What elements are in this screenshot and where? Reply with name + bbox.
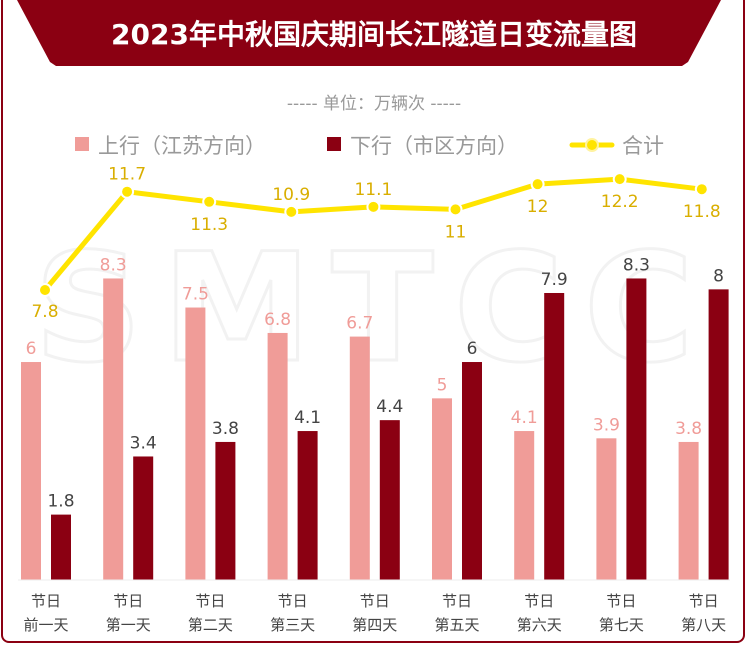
total-label: 11.7 (108, 165, 146, 185)
bar-down-label: 3.8 (212, 419, 239, 439)
chart-subtitle: ----- 单位：万辆次 ----- (287, 94, 461, 114)
total-point (366, 199, 381, 214)
total-label: 10.9 (272, 185, 310, 205)
bar-down (708, 289, 729, 580)
bar-up-label: 6.7 (346, 314, 373, 334)
bar-up-label: 3.9 (593, 415, 620, 435)
x-tick-label: 第四天 (352, 616, 397, 634)
x-tick-label: 前一天 (23, 616, 68, 634)
bar-up-label: 6 (26, 339, 37, 359)
total-point (202, 194, 217, 209)
title-banner (17, 0, 721, 66)
total-label: 7.8 (31, 302, 58, 322)
x-tick-label: 第八天 (681, 616, 726, 634)
legend-label-up: 上行（江苏方向） (98, 134, 266, 158)
legend-swatch-down (327, 137, 341, 151)
bar-down-label: 7.9 (541, 270, 568, 290)
x-tick-label: 节日 (195, 592, 225, 610)
total-point (120, 184, 135, 199)
bar-down (51, 514, 71, 580)
bar-up-label: 4.1 (511, 408, 538, 428)
bar-down-label: 3.4 (130, 433, 157, 453)
total-label: 11.1 (354, 180, 392, 200)
bar-down-label: 8 (713, 266, 724, 286)
watermark: SMTCC (34, 222, 714, 396)
bar-down-label: 8.3 (623, 255, 650, 275)
bar-down (297, 431, 318, 580)
x-tick-label: 节日 (606, 592, 636, 610)
total-label: 12.2 (601, 192, 639, 212)
total-label: 11.3 (190, 215, 228, 235)
bar-up (678, 441, 699, 580)
bar-up (185, 307, 206, 580)
x-tick-label: 节日 (360, 592, 390, 610)
legend-swatch-up (75, 137, 89, 151)
legend-label-total: 合计 (622, 134, 664, 158)
bar-up-label: 8.3 (100, 255, 127, 275)
x-tick-label: 第一天 (106, 616, 151, 634)
total-point (694, 182, 709, 197)
bar-down (626, 278, 647, 580)
bar-up (21, 362, 41, 580)
total-point (448, 202, 463, 217)
bar-down-label: 1.8 (47, 492, 74, 512)
bar-down-label: 4.4 (376, 397, 403, 417)
x-tick-label: 第二天 (188, 616, 233, 634)
bar-up-label: 5 (437, 375, 448, 395)
x-tick-label: 节日 (278, 592, 308, 610)
bar-down-label: 6 (467, 339, 478, 359)
x-tick-label: 第三天 (270, 616, 315, 634)
bar-down (462, 362, 482, 580)
x-tick-label: 节日 (442, 592, 472, 610)
x-tick-label: 第五天 (434, 616, 479, 634)
bar-down (215, 441, 236, 580)
total-label: 12 (527, 197, 549, 217)
bar-up (267, 332, 288, 580)
bar-up (349, 336, 370, 580)
bar-up (596, 438, 617, 580)
total-point (530, 177, 545, 192)
x-tick-label: 第七天 (599, 616, 644, 634)
x-tick-label: 节日 (689, 592, 719, 610)
x-tick-label: 第六天 (517, 616, 562, 634)
bar-up (103, 278, 124, 580)
chart-title: 2023年中秋国庆期间长江隧道日变流量图 (111, 18, 637, 51)
bar-up (514, 431, 535, 580)
legend-marker-total (585, 138, 599, 152)
bar-up-label: 7.5 (182, 285, 209, 305)
x-tick-label: 节日 (524, 592, 554, 610)
total-label: 11.8 (683, 202, 721, 222)
total-point (284, 204, 299, 219)
total-point (612, 172, 627, 187)
bar-up-label: 3.8 (675, 419, 702, 439)
total-label: 11 (445, 222, 467, 242)
bar-up-label: 6.8 (264, 310, 291, 330)
legend-label-down: 下行（市区方向） (350, 134, 518, 158)
bar-down (133, 456, 154, 580)
bar-down (379, 420, 400, 580)
x-tick-label: 节日 (113, 592, 143, 610)
total-point (38, 283, 52, 297)
bar-up (432, 398, 452, 580)
bar-down-label: 4.1 (294, 408, 321, 428)
x-tick-label: 节日 (31, 592, 61, 610)
bar-down (544, 292, 565, 580)
